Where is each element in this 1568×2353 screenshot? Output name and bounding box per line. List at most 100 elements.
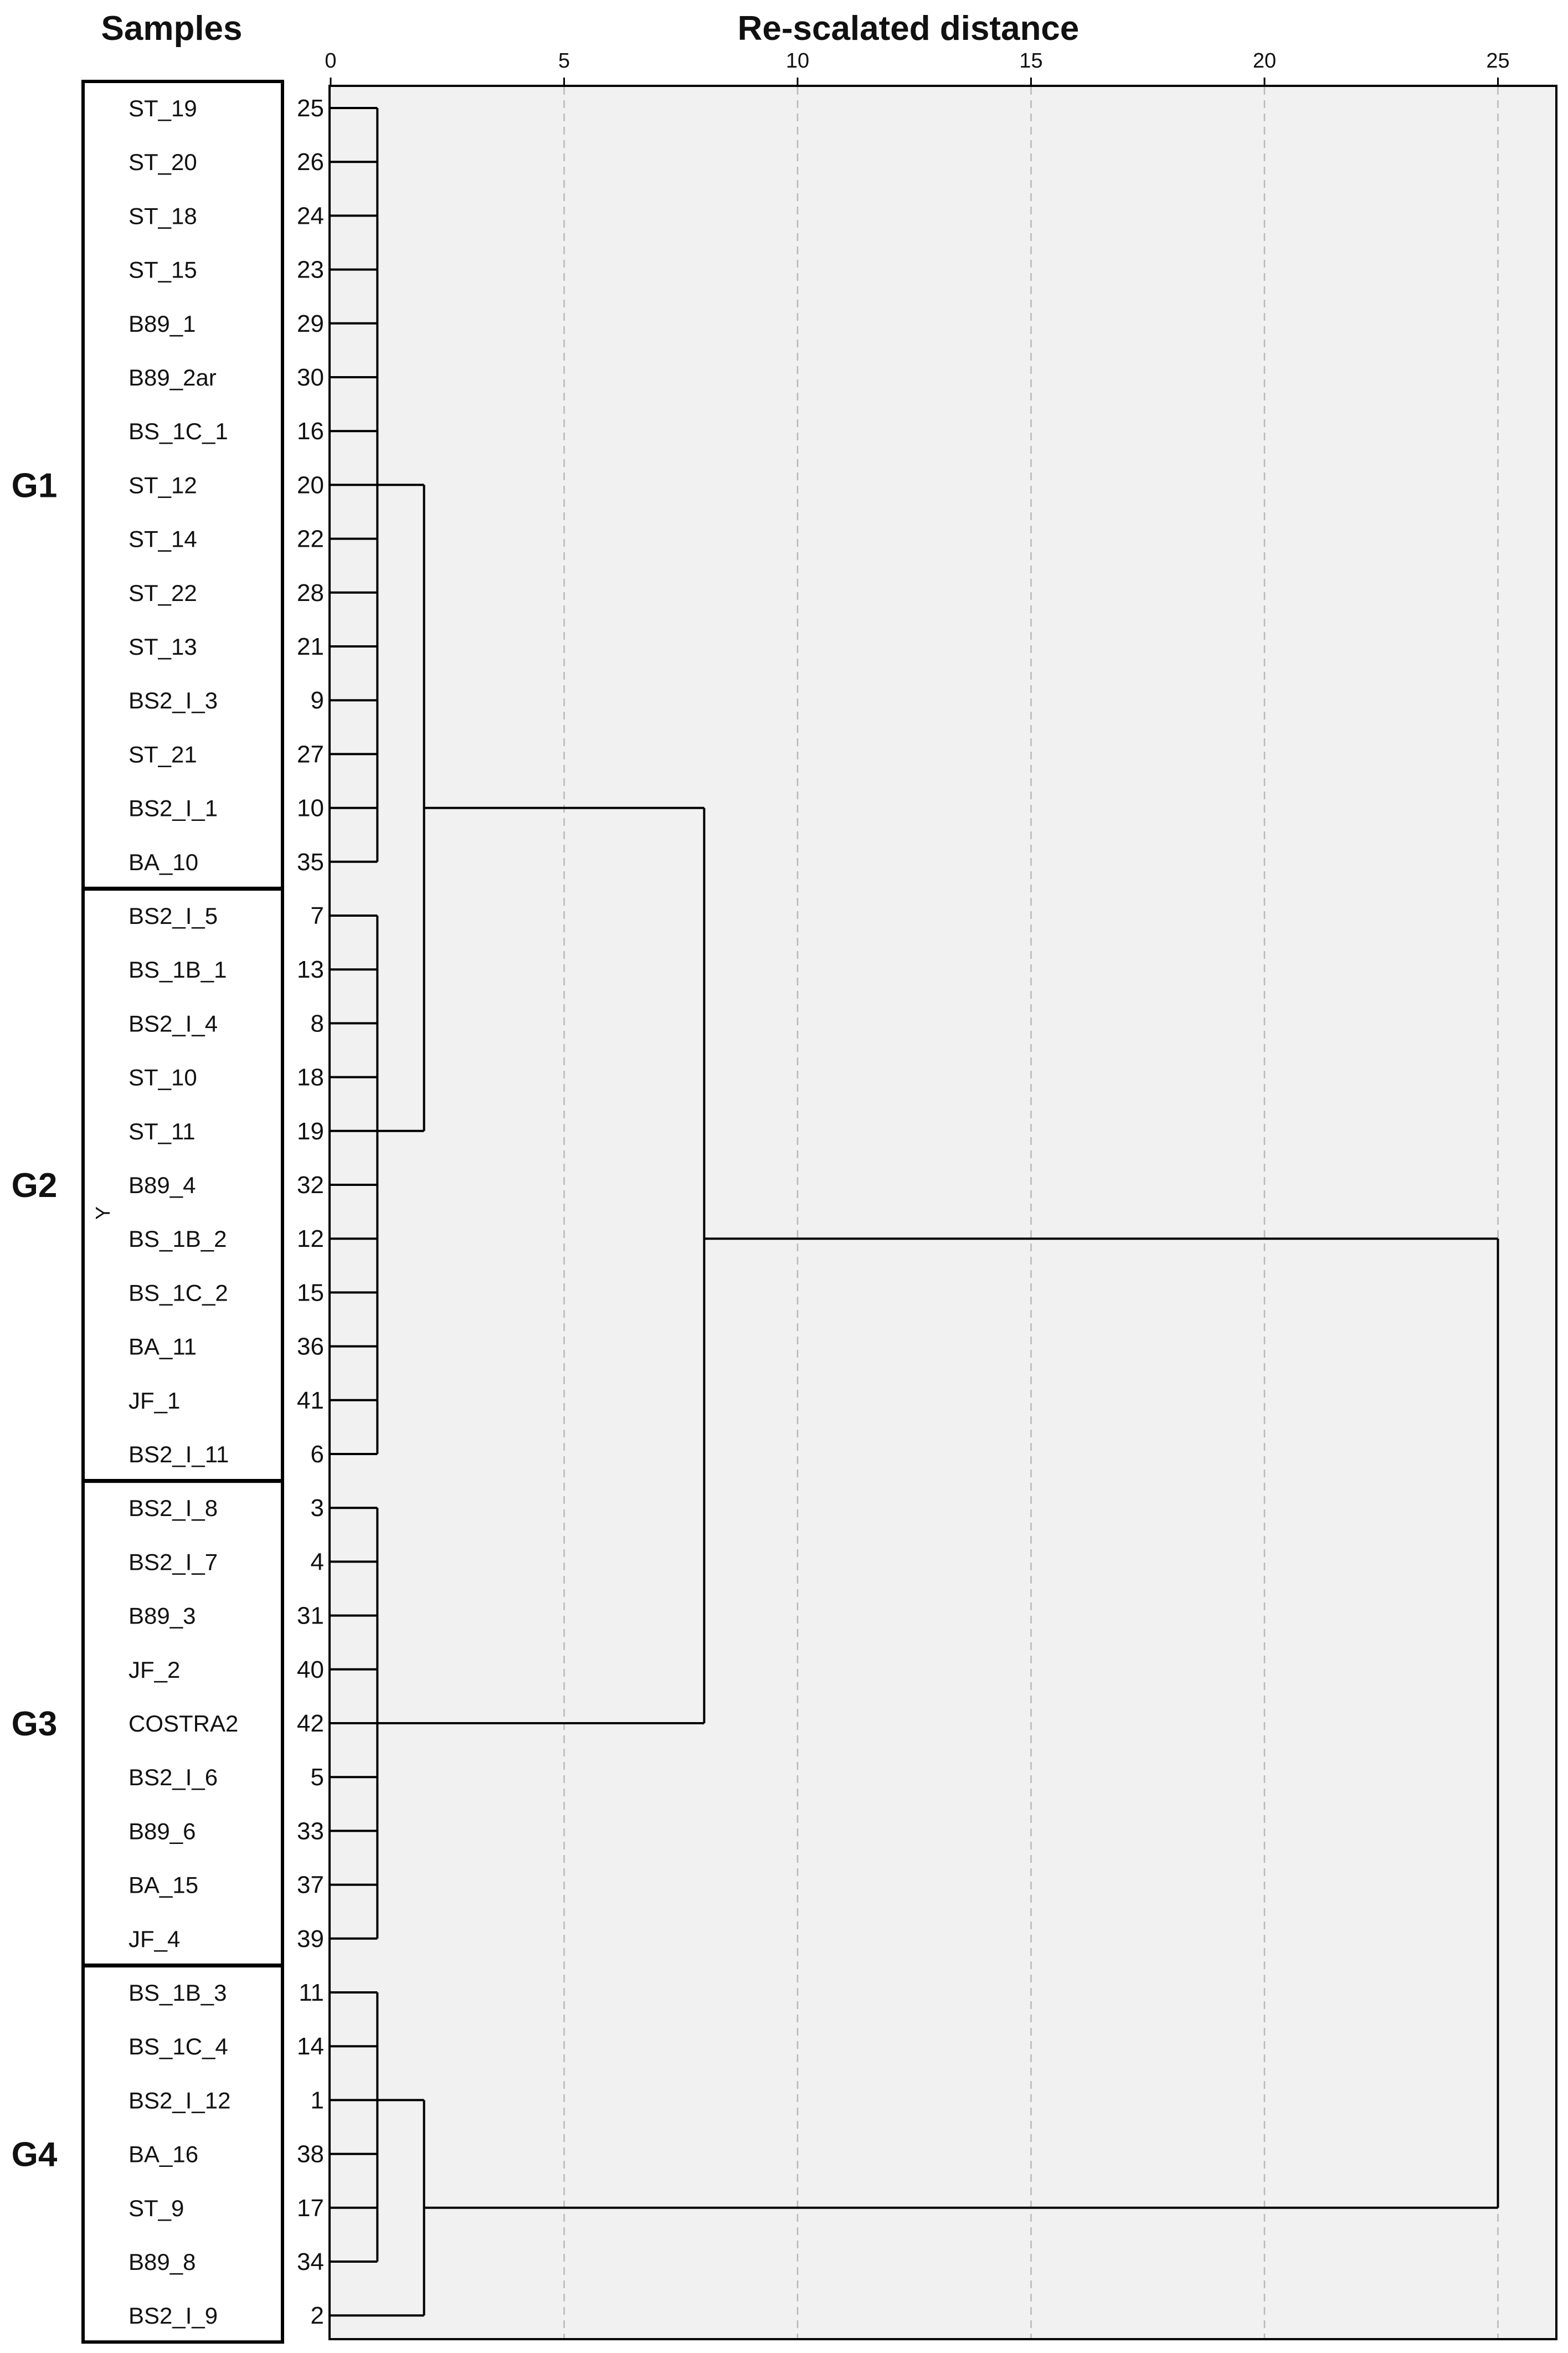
- sample-label: BS2_I_5: [128, 903, 218, 929]
- case-number: 22: [297, 526, 324, 553]
- case-number: 24: [297, 202, 324, 229]
- case-number: 13: [297, 956, 324, 983]
- case-number: 1: [311, 2087, 324, 2114]
- sample-label: BA_11: [128, 1334, 197, 1360]
- sample-label: BS2_I_4: [128, 1010, 218, 1036]
- sample-label: BS2_I_1: [128, 795, 218, 821]
- sample-label: JF_4: [128, 1926, 180, 1952]
- sample-label: BS2_I_12: [128, 2087, 231, 2113]
- case-number: 35: [297, 849, 324, 876]
- case-number: 19: [297, 1118, 324, 1145]
- sample-label: ST_20: [128, 149, 197, 175]
- case-number: 10: [297, 795, 324, 822]
- sample-label: JF_1: [128, 1388, 180, 1414]
- samples-header: Samples: [101, 9, 242, 48]
- case-number: 7: [311, 902, 324, 929]
- sample-label: ST_12: [128, 472, 197, 498]
- case-number: 18: [297, 1064, 324, 1091]
- sample-label: ST_11: [128, 1118, 196, 1144]
- plot-area: [328, 85, 1557, 2340]
- case-number: 39: [297, 1925, 324, 1953]
- sample-label: B89_3: [128, 1603, 196, 1629]
- sample-label: BS2_I_3: [128, 687, 218, 713]
- case-number: 42: [297, 1710, 324, 1737]
- sample-label: BS2_I_9: [128, 2303, 218, 2329]
- case-number: 17: [297, 2195, 324, 2222]
- case-number: 11: [299, 1979, 324, 2006]
- x-tick-label-25: 25: [1486, 49, 1509, 73]
- case-number: 9: [311, 687, 324, 714]
- group-label-g1: G1: [12, 466, 58, 505]
- case-number: 40: [297, 1656, 324, 1683]
- sample-label: BS_1B_1: [128, 957, 227, 983]
- sample-label: B89_6: [128, 1818, 196, 1844]
- sample-label: BS_1C_2: [128, 1280, 228, 1306]
- sample-label: B89_2ar: [128, 364, 217, 391]
- case-number: 31: [297, 1602, 324, 1630]
- case-number: 4: [311, 1548, 324, 1575]
- case-number: 15: [297, 1279, 324, 1306]
- case-number: 21: [297, 633, 324, 660]
- group-label-g4: G4: [12, 2136, 58, 2174]
- case-number: 33: [297, 1817, 324, 1845]
- x-tick-label-10: 10: [786, 49, 809, 73]
- sample-label: B89_8: [128, 2249, 196, 2275]
- sample-label: BS_1C_4: [128, 2033, 228, 2059]
- case-number: 34: [297, 2248, 324, 2275]
- group-box-g2: [81, 887, 284, 1482]
- sample-label: BA_15: [128, 1872, 198, 1898]
- case-number: 41: [297, 1387, 324, 1414]
- sample-label: BA_10: [128, 849, 198, 875]
- x-tick-label-0: 0: [325, 49, 336, 73]
- sample-label: BS2_I_7: [128, 1549, 218, 1575]
- sample-label: JF_2: [128, 1657, 180, 1683]
- sample-label: ST_22: [128, 580, 197, 606]
- x-tick-label-5: 5: [558, 49, 570, 73]
- case-number: 38: [297, 2141, 324, 2168]
- x-tick-label-20: 20: [1253, 49, 1276, 73]
- sample-label: ST_19: [128, 95, 197, 121]
- case-number: 27: [297, 741, 324, 768]
- group-label-g2: G2: [12, 1167, 58, 1205]
- sample-label: ST_14: [128, 526, 197, 552]
- x-axis: 0 5 10 15 20 25: [325, 49, 1510, 86]
- sample-label: BS2_I_6: [128, 1764, 218, 1790]
- sample-label: BS2_I_11: [128, 1441, 229, 1467]
- case-number: 14: [297, 2033, 324, 2060]
- case-number: 29: [297, 310, 324, 337]
- group-box-g4: [81, 1964, 284, 2344]
- case-number: 5: [311, 1764, 324, 1791]
- case-number: 23: [297, 256, 324, 284]
- case-number: 3: [311, 1494, 324, 1522]
- case-number: 25: [297, 95, 324, 122]
- sample-label: BS_1B_2: [128, 1226, 227, 1252]
- sample-label: B89_4: [128, 1172, 196, 1198]
- sample-label: ST_13: [128, 634, 197, 660]
- group-box-g3: [81, 1479, 284, 1967]
- group-label-g3: G3: [12, 1705, 58, 1743]
- case-number: 26: [297, 148, 324, 176]
- case-number: 28: [297, 579, 324, 607]
- x-tick-label-15: 15: [1019, 49, 1042, 73]
- case-number: 36: [297, 1333, 324, 1360]
- case-number: 37: [297, 1872, 324, 1899]
- sample-label: B89_1: [128, 311, 196, 337]
- case-number: 2: [311, 2302, 324, 2329]
- case-number: 8: [311, 1010, 324, 1037]
- case-number: 12: [297, 1225, 324, 1252]
- case-number: 30: [297, 364, 324, 391]
- sample-label: BS_1B_3: [128, 1980, 227, 2006]
- sample-label: BA_16: [128, 2141, 198, 2167]
- sample-label: ST_9: [128, 2195, 184, 2221]
- sample-label: ST_21: [128, 741, 197, 767]
- sample-label: COSTRA2: [128, 1710, 238, 1737]
- case-number: 20: [297, 471, 324, 499]
- case-number: 16: [297, 418, 324, 445]
- case-number: 6: [311, 1441, 324, 1468]
- y-axis-label: Y: [91, 1206, 114, 1220]
- sample-label: ST_18: [128, 203, 197, 229]
- sample-label: ST_10: [128, 1065, 197, 1091]
- sample-label: ST_15: [128, 257, 197, 283]
